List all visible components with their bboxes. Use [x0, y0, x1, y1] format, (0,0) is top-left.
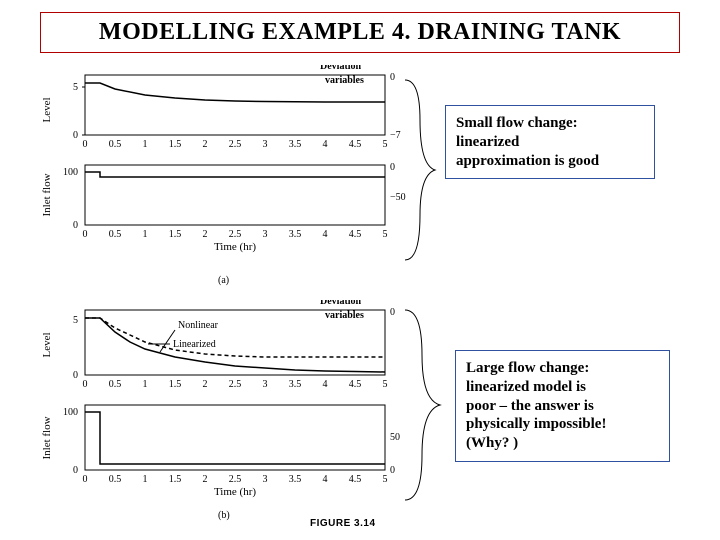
callout-b-line3: poor – the answer is [466, 397, 659, 416]
svg-text:4: 4 [323, 139, 328, 150]
svg-text:0: 0 [390, 72, 395, 83]
svg-text:1: 1 [143, 379, 148, 390]
svg-text:1.5: 1.5 [169, 229, 182, 240]
svg-text:1.5: 1.5 [169, 379, 182, 390]
callout-b-line1: Large flow change: [466, 359, 659, 378]
panel-b-dev-label1: Deviation [320, 300, 362, 307]
svg-text:1: 1 [143, 474, 148, 485]
panel-b-inlet-ylabel: Inlet flow [41, 416, 53, 459]
panel-a: 0 5 −7 0 0 0.5 1 1.5 2 2.5 3 3.5 4 4.5 5… [30, 65, 440, 265]
svg-text:0: 0 [390, 307, 395, 318]
svg-text:0: 0 [83, 474, 88, 485]
svg-text:4: 4 [323, 474, 328, 485]
panel-a-dev-label1: Deviation [320, 65, 362, 72]
svg-text:5: 5 [383, 379, 388, 390]
svg-text:2.5: 2.5 [229, 474, 242, 485]
panel-b-xlabel: Time (hr) [214, 486, 256, 498]
page-title: MODELLING EXAMPLE 4. DRAINING TANK [49, 19, 671, 46]
panel-a-inlet-chart: 0 100 −50 0 0 0.5 1 1.5 2 2.5 3 3.5 4 4.… [30, 160, 440, 255]
subcaption-a: (a) [218, 275, 229, 286]
callout-b-line2: linearized model is [466, 378, 659, 397]
title-box: MODELLING EXAMPLE 4. DRAINING TANK [40, 12, 680, 53]
brace-b [400, 305, 445, 505]
svg-text:2.5: 2.5 [229, 229, 242, 240]
callout-b-line5: (Why? ) [466, 434, 659, 453]
panel-a-level-ylabel: Level [41, 97, 53, 122]
svg-text:2: 2 [203, 139, 208, 150]
panel-b: 0 5 0 0 0.5 1 1.5 2 2.5 3 3.5 4 4.5 5 Le… [30, 300, 440, 510]
svg-text:1: 1 [143, 229, 148, 240]
svg-text:0: 0 [83, 379, 88, 390]
callout-a-line3: approximation is good [456, 152, 644, 171]
svg-text:0: 0 [73, 130, 78, 141]
callout-b-line4: physically impossible! [466, 415, 659, 434]
svg-text:3: 3 [263, 229, 268, 240]
svg-text:2.5: 2.5 [229, 139, 242, 150]
svg-text:0: 0 [73, 465, 78, 476]
svg-text:0.5: 0.5 [109, 139, 122, 150]
svg-text:0: 0 [73, 370, 78, 381]
panel-b-level-chart: 0 5 0 0 0.5 1 1.5 2 2.5 3 3.5 4 4.5 5 Le… [30, 300, 440, 395]
svg-text:4.5: 4.5 [349, 229, 362, 240]
callout-b: Large flow change: linearized model is p… [455, 350, 670, 462]
svg-text:0.5: 0.5 [109, 229, 122, 240]
panel-a-level-chart: 0 5 −7 0 0 0.5 1 1.5 2 2.5 3 3.5 4 4.5 5… [30, 65, 440, 155]
callout-a-line2: linearized [456, 133, 644, 152]
panel-b-dev-label2: variables [325, 310, 364, 321]
panel-b-inlet-chart: 0 100 0 50 0 0.5 1 1.5 2 2.5 3 3.5 4 4.5… [30, 400, 440, 500]
svg-text:3.5: 3.5 [289, 229, 302, 240]
nonlinear-label: Nonlinear [178, 320, 219, 331]
svg-text:1.5: 1.5 [169, 474, 182, 485]
svg-text:1.5: 1.5 [169, 139, 182, 150]
brace-a [400, 75, 440, 265]
panel-b-level-ylabel: Level [41, 332, 53, 357]
subcaption-b: (b) [218, 510, 230, 521]
svg-text:5: 5 [383, 474, 388, 485]
svg-text:0.5: 0.5 [109, 474, 122, 485]
svg-text:5: 5 [73, 82, 78, 93]
svg-text:0: 0 [83, 139, 88, 150]
svg-text:2.5: 2.5 [229, 379, 242, 390]
svg-text:2: 2 [203, 474, 208, 485]
svg-text:4.5: 4.5 [349, 139, 362, 150]
svg-text:5: 5 [73, 315, 78, 326]
svg-text:100: 100 [63, 167, 78, 178]
svg-text:3.5: 3.5 [289, 139, 302, 150]
svg-text:4.5: 4.5 [349, 379, 362, 390]
svg-text:3: 3 [263, 474, 268, 485]
svg-text:4.5: 4.5 [349, 474, 362, 485]
svg-text:0.5: 0.5 [109, 379, 122, 390]
svg-text:5: 5 [383, 229, 388, 240]
panel-a-xlabel: Time (hr) [214, 241, 256, 253]
svg-text:100: 100 [63, 407, 78, 418]
svg-text:0: 0 [390, 162, 395, 173]
svg-text:50: 50 [390, 432, 400, 443]
svg-text:4: 4 [323, 229, 328, 240]
linearized-label: Linearized [173, 339, 216, 350]
callout-a: Small flow change: linearized approximat… [445, 105, 655, 179]
svg-text:2: 2 [203, 229, 208, 240]
svg-text:2: 2 [203, 379, 208, 390]
svg-text:0: 0 [73, 220, 78, 231]
svg-text:0: 0 [390, 465, 395, 476]
panel-a-dev-label2: variables [325, 75, 364, 86]
panel-a-inlet-ylabel: Inlet flow [41, 173, 53, 216]
figure-label: FIGURE 3.14 [310, 518, 376, 529]
callout-a-line1: Small flow change: [456, 114, 644, 133]
svg-text:3.5: 3.5 [289, 379, 302, 390]
svg-text:1: 1 [143, 139, 148, 150]
svg-text:3.5: 3.5 [289, 474, 302, 485]
svg-text:0: 0 [83, 229, 88, 240]
svg-text:4: 4 [323, 379, 328, 390]
svg-text:5: 5 [383, 139, 388, 150]
svg-text:3: 3 [263, 379, 268, 390]
svg-text:3: 3 [263, 139, 268, 150]
